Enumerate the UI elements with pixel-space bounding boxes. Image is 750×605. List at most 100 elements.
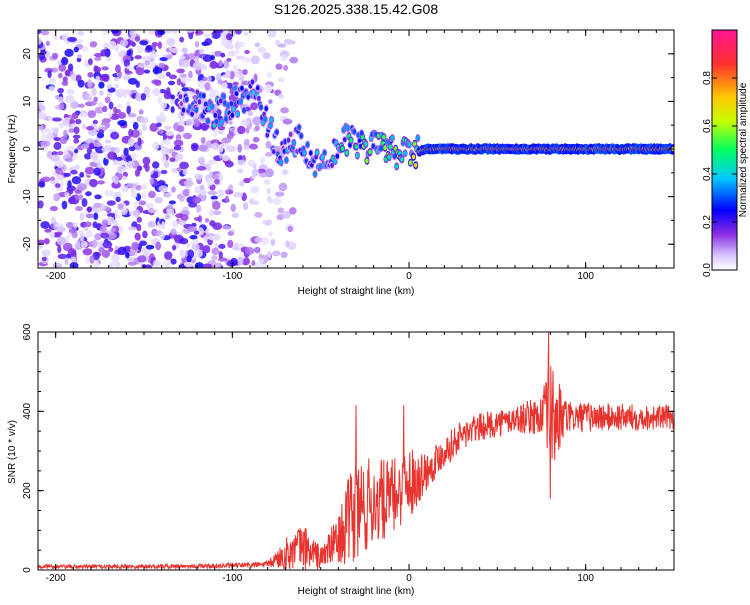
spectrogram-noise-blob: [160, 146, 170, 155]
spectrogram-noise-blob: [267, 198, 277, 204]
spectrogram-noise-blob: [188, 202, 198, 208]
spectrogram-noise-blob: [159, 231, 166, 240]
spectrogram-noise-blob: [183, 261, 194, 268]
spectrogram-noise-blob: [117, 225, 124, 234]
spectrogram-noise-blob: [140, 192, 147, 200]
spectrogram-noise-blob: [67, 36, 77, 42]
spectrogram-noise-blob: [225, 70, 231, 79]
spectrogram-noise-blob: [213, 50, 223, 57]
spectrogram-noise-blob: [97, 102, 104, 107]
spectrogram-noise-blob: [207, 190, 218, 196]
spectrogram-ridge-cell: [195, 89, 200, 95]
spectrogram-noise-blob: [275, 63, 283, 70]
spectrogram-noise-blob: [158, 129, 164, 134]
spectrogram-noise-blob: [89, 41, 98, 48]
spectrogram-noise-blob: [147, 208, 158, 213]
spectrogram-noise-blob: [200, 137, 206, 145]
spectrogram-noise-blob: [250, 185, 260, 194]
spectrogram-noise-blob: [63, 129, 68, 139]
spectrogram-noise-blob: [87, 110, 97, 119]
spectrogram-ridge-cell: [224, 116, 228, 122]
spectrogram-noise-blob: [190, 144, 199, 152]
spectrogram-noise-blob: [202, 54, 213, 63]
spectrogram-noise-blob: [252, 136, 260, 143]
spectrogram-noise-blob: [266, 188, 271, 195]
y-tick-label: 10: [22, 95, 33, 107]
spectrogram-noise-blob: [107, 151, 117, 160]
spectrogram-noise-blob: [70, 169, 78, 175]
snr-series-line: [38, 332, 674, 570]
spectrogram-noise-blob: [254, 246, 261, 254]
spectrogram-noise-blob: [77, 54, 83, 59]
colorbar-tick-label: 0.2: [702, 215, 713, 229]
spectrogram-noise-blob: [58, 102, 65, 110]
spectrogram-noise-blob: [73, 138, 80, 144]
spectrogram-ridge-cell: [368, 149, 372, 155]
spectrogram-noise-blob: [79, 112, 88, 118]
spectrogram-noise-blob: [128, 128, 134, 138]
spectrogram-noise-blob: [102, 240, 113, 249]
spectrogram-noise-blob: [289, 56, 299, 64]
spectrogram-noise-blob: [46, 132, 54, 140]
spectrogram-noise-blob: [85, 138, 95, 145]
spectrogram-ridge-cell: [271, 149, 276, 155]
spectrogram-noise-blob: [230, 257, 238, 267]
spectrogram-noise-blob: [202, 245, 211, 254]
spectrogram-noise-blob: [80, 240, 88, 248]
spectrogram-noise-blob: [231, 212, 240, 219]
spectrogram-noise-blob: [181, 87, 189, 92]
spectrogram-noise-blob: [230, 203, 236, 212]
spectrogram-noise-blob: [252, 116, 262, 126]
spectrogram-noise-blob: [58, 122, 65, 129]
spectrogram-noise-blob: [179, 55, 186, 60]
spectrogram-noise-blob: [181, 59, 190, 68]
spectrogram-noise-blob: [132, 121, 139, 130]
spectrogram-noise-blob: [157, 180, 166, 186]
spectrogram-noise-blob: [258, 257, 264, 264]
spectrogram-noise-blob: [85, 93, 93, 102]
spectrogram-noise-blob: [53, 137, 62, 142]
spectrogram-ridge-cell: [390, 135, 395, 141]
spectrogram-noise-blob: [172, 30, 178, 34]
spectrogram-noise-blob: [84, 221, 92, 228]
spectrogram-noise-blob: [106, 90, 112, 99]
spectrogram-noise-blob: [101, 146, 110, 153]
spectrogram-noise-blob: [266, 30, 277, 38]
spectrogram-noise-blob: [49, 77, 56, 84]
spectrogram-noise-blob: [71, 112, 79, 120]
spectrogram-ridge-cell: [346, 125, 350, 131]
spectrogram-noise-blob: [243, 138, 250, 146]
spectrogram-noise-blob: [110, 227, 117, 233]
spectrogram-noise-blob: [228, 50, 236, 57]
spectrogram-noise-blob: [163, 192, 172, 198]
spectrogram-noise-blob: [126, 65, 133, 70]
spectrogram-noise-blob: [262, 52, 271, 60]
spectrogram-noise-blob: [107, 232, 117, 240]
spectrogram-ridge-cell: [204, 101, 208, 107]
spectrogram-noise-blob: [201, 63, 208, 71]
spectrogram-noise-blob: [222, 154, 230, 162]
spectrogram-noise-blob: [106, 83, 112, 90]
spectrogram-noise-blob: [84, 153, 92, 160]
spectrogram-noise-blob: [171, 220, 179, 228]
spectrogram-noise-blob: [168, 74, 177, 80]
spectrogram-noise-blob: [237, 168, 244, 174]
spectrogram-noise-blob: [101, 66, 109, 71]
spectrogram-noise-blob: [93, 66, 102, 73]
spectrogram-noise-blob: [117, 103, 123, 109]
spectrogram-noise-blob: [101, 219, 109, 227]
spectrogram-noise-blob: [183, 132, 193, 140]
colorbar-frame: [711, 29, 738, 271]
spectrogram-noise-blob: [38, 200, 44, 209]
spectrogram-noise-blob: [285, 240, 290, 248]
spectrogram-noise-blob: [58, 64, 67, 72]
spectrogram-noise-blob: [53, 193, 61, 202]
spectrogram-noise-blob: [55, 167, 64, 175]
spectrogram-noise-blob: [179, 237, 189, 245]
spectrogram-noise-blob: [118, 112, 127, 119]
spectrogram-noise-blob: [264, 221, 271, 226]
spectrogram-ridge-cell: [218, 98, 223, 104]
spectrogram-noise-blob: [39, 105, 46, 111]
spectrogram-noise-blob: [55, 94, 60, 100]
spectrogram-ridge-cell: [184, 96, 189, 102]
